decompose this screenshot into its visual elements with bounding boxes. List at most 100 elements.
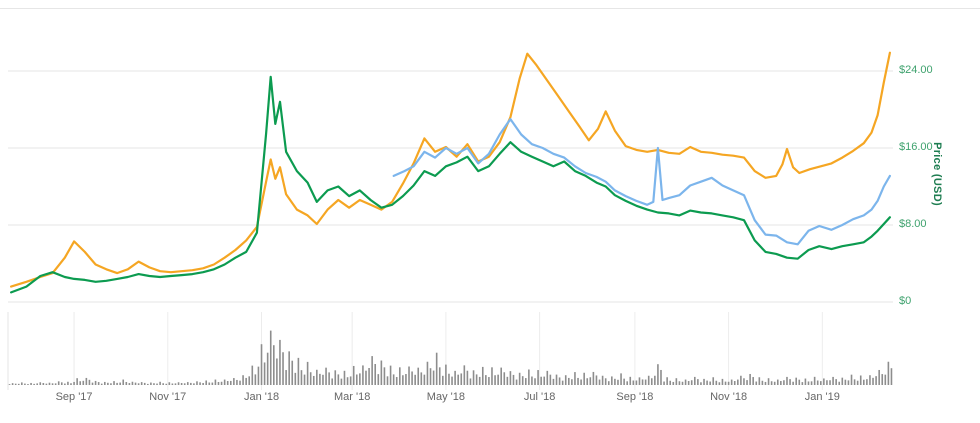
- volume-bar: [309, 372, 312, 385]
- volume-bar: [260, 344, 263, 385]
- volume-bar: [233, 378, 235, 385]
- volume-bar: [386, 376, 389, 385]
- volume-bar: [266, 352, 269, 385]
- volume-bar: [780, 381, 782, 385]
- volume-bar: [426, 361, 429, 385]
- volume-bar: [162, 383, 164, 385]
- volume-bar: [776, 379, 779, 385]
- volume-bar: [423, 374, 426, 385]
- volume-bar: [859, 375, 862, 385]
- volume-bar: [721, 378, 724, 385]
- volume-bar: [177, 382, 180, 385]
- volume-bar: [70, 383, 72, 385]
- volume-bar: [875, 376, 877, 385]
- volume-bar: [611, 376, 613, 385]
- volume-bar: [269, 330, 272, 385]
- volume-bar: [703, 378, 705, 385]
- volume-bar: [110, 383, 112, 385]
- volume-bar: [506, 376, 509, 385]
- volume-bar: [236, 379, 238, 385]
- volume-bar: [64, 383, 66, 386]
- volume-bar: [432, 370, 435, 385]
- volume-bar: [598, 379, 601, 385]
- volume-bar: [245, 377, 247, 385]
- volume-bar: [242, 375, 244, 385]
- volume-bar: [349, 376, 352, 385]
- volume-bar: [478, 376, 481, 385]
- x-axis-tick-label: Jan '18: [243, 391, 280, 403]
- volume-bar: [208, 382, 211, 385]
- volume-bar: [755, 381, 758, 385]
- volume-bar: [226, 381, 229, 385]
- volume-bar: [595, 375, 598, 385]
- volume-bar: [638, 377, 641, 385]
- volume-bar: [306, 361, 309, 385]
- volume-bar: [706, 380, 708, 385]
- volume-bar: [823, 378, 825, 385]
- volume-bar: [730, 379, 733, 385]
- volume-bar: [229, 380, 232, 385]
- volume-bar: [442, 375, 444, 385]
- volume-bar: [669, 380, 672, 385]
- volume-bar: [872, 377, 874, 385]
- volume-bar: [491, 367, 493, 385]
- volume-bar: [497, 374, 499, 385]
- volume-bar: [583, 372, 585, 385]
- volume-bar: [73, 381, 75, 385]
- volume-bar: [607, 381, 610, 385]
- volume-bar: [180, 383, 183, 385]
- x-axis-tick-label: Jan '19: [804, 391, 840, 403]
- volume-bar: [819, 381, 822, 385]
- volume-bar: [660, 369, 662, 385]
- volume-bar: [650, 378, 653, 385]
- volume-bar: [328, 372, 330, 385]
- volume-bar: [445, 364, 447, 385]
- volume-bar: [131, 381, 134, 385]
- volume-bar: [457, 374, 459, 385]
- volume-bar: [448, 373, 450, 385]
- volume-bar: [687, 381, 690, 385]
- volume-bar: [853, 379, 856, 385]
- volume-bar: [681, 381, 684, 385]
- volume-bar: [773, 381, 776, 385]
- volume-bar: [568, 377, 570, 385]
- volume-bar: [285, 370, 287, 385]
- volume-bar: [316, 369, 318, 385]
- volume-bar: [389, 365, 392, 385]
- volume-bar: [420, 372, 423, 385]
- volume-bar: [564, 375, 567, 385]
- volume-bar: [140, 382, 143, 385]
- volume-bar: [604, 378, 607, 385]
- volume-bar: [887, 361, 890, 385]
- volume-bar: [263, 362, 266, 385]
- volume-bar: [325, 367, 327, 385]
- volume-bar: [36, 383, 38, 385]
- volume-bar: [546, 370, 549, 385]
- volume-bar: [795, 377, 797, 385]
- volume-bar: [580, 379, 582, 385]
- volume-bar: [21, 382, 23, 385]
- volume-bar: [881, 374, 884, 385]
- volume-bar: [666, 377, 668, 385]
- volume-bar: [331, 378, 333, 385]
- volume-bar: [337, 374, 340, 385]
- volume-bar: [647, 375, 650, 385]
- volume-bar: [657, 364, 659, 385]
- volume-bar: [678, 381, 681, 385]
- volume-bar: [294, 372, 297, 385]
- volume-bar: [866, 379, 868, 385]
- volume-bar: [174, 383, 177, 385]
- volume-bar: [472, 370, 475, 385]
- volume-bar: [521, 376, 524, 385]
- volume-bar: [199, 382, 201, 385]
- volume-bar: [82, 380, 85, 385]
- volume-bar: [365, 370, 367, 385]
- volume-bar: [552, 378, 555, 385]
- volume-bar: [586, 378, 589, 385]
- volume-bar: [116, 382, 118, 385]
- volume-bar: [147, 383, 149, 385]
- volume-bar: [67, 381, 69, 385]
- volume-bar: [620, 373, 622, 385]
